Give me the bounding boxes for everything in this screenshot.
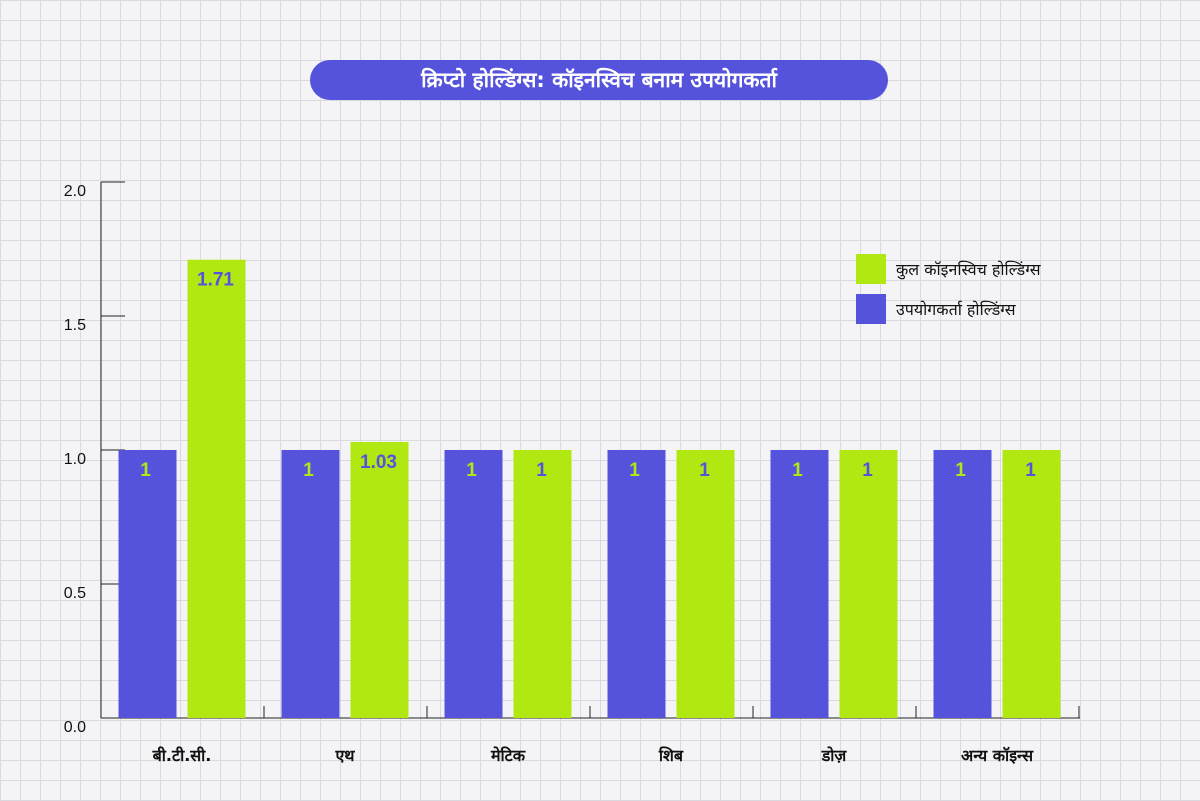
y-tick-label: 0.0 <box>64 719 86 736</box>
y-tick-label: 0.5 <box>64 585 86 602</box>
bar-total <box>513 450 572 718</box>
bar-total-label: 1.71 <box>197 270 234 291</box>
bar-total-label: 1.03 <box>360 452 397 473</box>
bar-user <box>118 450 177 718</box>
bar-total-label: 1 <box>536 460 547 481</box>
bar-user-label: 1 <box>792 460 803 481</box>
legend-label-total: कुल कॉइनस्विच होल्डिंग्स <box>896 260 1041 279</box>
y-tick-label: 2.0 <box>64 183 86 200</box>
bar-total-label: 1 <box>1025 460 1036 481</box>
legend-swatch-total <box>856 254 886 284</box>
bar-user <box>281 450 340 718</box>
chart-title: क्रिप्टो होल्डिंग्स: कॉइनस्विच बनाम उपयो… <box>310 60 888 100</box>
bar-total-label: 1 <box>862 460 873 481</box>
bar-total <box>1002 450 1061 718</box>
bar-user <box>933 450 992 718</box>
x-category-label: शिब <box>658 746 684 765</box>
bar-total <box>187 259 246 718</box>
y-tick-label: 1.5 <box>64 317 86 334</box>
x-category-label: डोज़ <box>821 746 848 765</box>
bar-user-label: 1 <box>303 460 314 481</box>
bar-user <box>607 450 666 718</box>
legend-item-user: उपयोगकर्ता होल्डिंग्स <box>856 294 1041 324</box>
bar-user-label: 1 <box>629 460 640 481</box>
x-category-label: एथ <box>334 746 355 765</box>
bar-user-label: 1 <box>955 460 966 481</box>
legend-label-user: उपयोगकर्ता होल्डिंग्स <box>896 300 1016 319</box>
legend: कुल कॉइनस्विच होल्डिंग्स उपयोगकर्ता होल्… <box>856 254 1041 334</box>
legend-item-total: कुल कॉइनस्विच होल्डिंग्स <box>856 254 1041 284</box>
bar-total <box>676 450 735 718</box>
bar-user <box>444 450 503 718</box>
x-category-label: अन्य कॉइन्स <box>961 746 1034 765</box>
bar-user-label: 1 <box>466 460 477 481</box>
x-category-label: बी.टी.सी. <box>152 746 212 765</box>
bar-total <box>350 441 409 718</box>
bar-user-label: 1 <box>140 460 151 481</box>
y-tick-label: 1.0 <box>64 451 86 468</box>
bar-total-label: 1 <box>699 460 710 481</box>
bar-total <box>839 450 898 718</box>
x-category-label: मेटिक <box>490 746 526 765</box>
bar-user <box>770 450 829 718</box>
legend-swatch-user <box>856 294 886 324</box>
